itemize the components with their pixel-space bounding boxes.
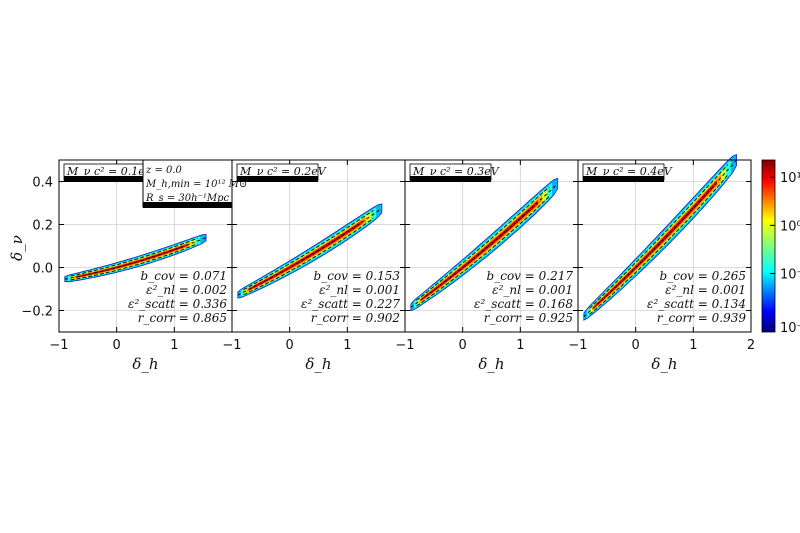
stat-line-4: r_corr = 0.865 <box>138 311 227 325</box>
stat-line-1: b_cov = 0.265 <box>660 269 746 283</box>
contour-line-2 <box>416 196 550 307</box>
x-tick-label: 0 <box>113 338 121 353</box>
stat-line-1: b_cov = 0.153 <box>314 269 401 283</box>
colorbar-tick-label: 10⁰ <box>780 219 800 234</box>
y-axis-label: δ_ν <box>8 235 26 261</box>
panel-tag-label: M_ν c² = 0.2eV <box>239 165 327 178</box>
mean-relation-line <box>237 207 383 296</box>
stat-line-4: r_corr = 0.925 <box>484 311 573 325</box>
x-axis-label: δ_h <box>132 355 158 373</box>
x-tick-label: 0 <box>286 338 294 353</box>
x-tick-label: −1 <box>568 338 587 353</box>
mean-relation-line <box>410 183 559 308</box>
x-tick-label: 2 <box>747 338 755 353</box>
panel-tag-label: M_ν c² = 0.3eV <box>412 165 500 178</box>
panel-frame <box>577 159 752 333</box>
panel-tag-bar <box>583 176 664 182</box>
info-smoothing-scale: R_s = 30h⁻¹Mpc <box>145 193 229 204</box>
density-level-6 <box>596 184 714 306</box>
panel-3: −1 0 1 δ_h M_ν c² = 0.3eV b_cov = 0.217ε²_nl … <box>395 159 579 373</box>
info-box: z = 0.0 M_h,min = 10¹² M⊙ R_s = 30h⁻¹Mpc <box>142 159 247 208</box>
stat-line-4: r_corr = 0.939 <box>657 311 747 325</box>
panel-tag-label: M_ν c² = 0.4eV <box>585 165 673 178</box>
stat-line-3: ε²_scatt = 0.168 <box>474 297 573 311</box>
panel-2: −1 0 1 δ_h M_ν c² = 0.2eV b_cov = 0.153ε²_nl … <box>222 159 406 373</box>
mean-relation-line <box>583 159 737 318</box>
density-level-5 <box>248 220 363 291</box>
panel-4: −1 0 1 2 δ_h M_ν c² = 0.4eV b_cov = 0.265ε²_nl… <box>568 153 755 373</box>
colorbar-gradient <box>761 159 776 333</box>
colorbar: 10⁻² 10⁻¹ 10⁰ 10¹ <box>761 159 800 336</box>
stat-line-3: ε²_scatt = 0.336 <box>128 297 227 311</box>
mean-relation-line <box>64 237 207 280</box>
panels-layer: −1 0 1 −0.2 0.0 0.2 0.4 δ_h M_ν c² = 0.1eV b_cov … <box>21 153 755 373</box>
panel-tag-bar <box>237 176 318 182</box>
colorbar-tick-label: 10¹ <box>780 171 800 186</box>
stat-line-3: ε²_scatt = 0.227 <box>301 297 400 311</box>
contour-line-2 <box>243 217 374 296</box>
stat-line-2: ε²_nl = 0.002 <box>146 283 227 297</box>
stat-line-3: ε²_scatt = 0.134 <box>647 297 746 311</box>
colorbar-tick-label: 10⁻² <box>780 321 800 336</box>
y-tick-label: 0.2 <box>32 219 53 234</box>
x-axis-label: δ_h <box>305 355 331 373</box>
y-tick-label: 0.4 <box>32 176 53 191</box>
stat-line-4: r_corr = 0.902 <box>311 311 400 325</box>
stat-line-2: ε²_nl = 0.001 <box>319 283 400 297</box>
y-tick-label: 0.0 <box>32 262 53 277</box>
x-axis-label: δ_h <box>651 355 677 373</box>
contour-line-1 <box>70 237 198 277</box>
x-axis-label: δ_h <box>478 355 504 373</box>
x-tick-label: 1 <box>516 338 524 353</box>
info-redshift: z = 0.0 <box>145 165 183 176</box>
x-tick-label: −1 <box>222 338 241 353</box>
x-tick-label: −1 <box>395 338 414 353</box>
colorbar-tick-label: 10⁻¹ <box>780 268 800 283</box>
x-tick-label: 1 <box>689 338 697 353</box>
x-tick-label: 0 <box>632 338 640 353</box>
y-tick-label: −0.2 <box>21 305 53 320</box>
contour-line-1 <box>243 210 374 291</box>
contour-line-1 <box>589 164 729 309</box>
density-level-5 <box>421 199 539 301</box>
density-level-4 <box>73 241 191 279</box>
density-level-5 <box>594 179 717 309</box>
info-halo-mass: M_h,min = 10¹² M⊙ <box>145 179 247 190</box>
contour-line-1 <box>416 186 550 301</box>
stat-line-1: b_cov = 0.071 <box>141 269 227 283</box>
x-tick-label: 0 <box>459 338 467 353</box>
panel-tag-label: M_ν c² = 0.1eV <box>66 165 154 178</box>
contour-line-2 <box>589 174 729 315</box>
contour-line-2 <box>70 243 198 281</box>
panel-tag-bar <box>64 176 145 182</box>
x-tick-label: −1 <box>49 338 68 353</box>
x-tick-label: 1 <box>170 338 178 353</box>
stat-line-1: b_cov = 0.217 <box>487 269 574 283</box>
panel-tag-bar <box>410 176 491 182</box>
stat-line-2: ε²_nl = 0.001 <box>492 283 573 297</box>
x-tick-label: 1 <box>343 338 351 353</box>
stat-line-2: ε²_nl = 0.001 <box>665 283 746 297</box>
